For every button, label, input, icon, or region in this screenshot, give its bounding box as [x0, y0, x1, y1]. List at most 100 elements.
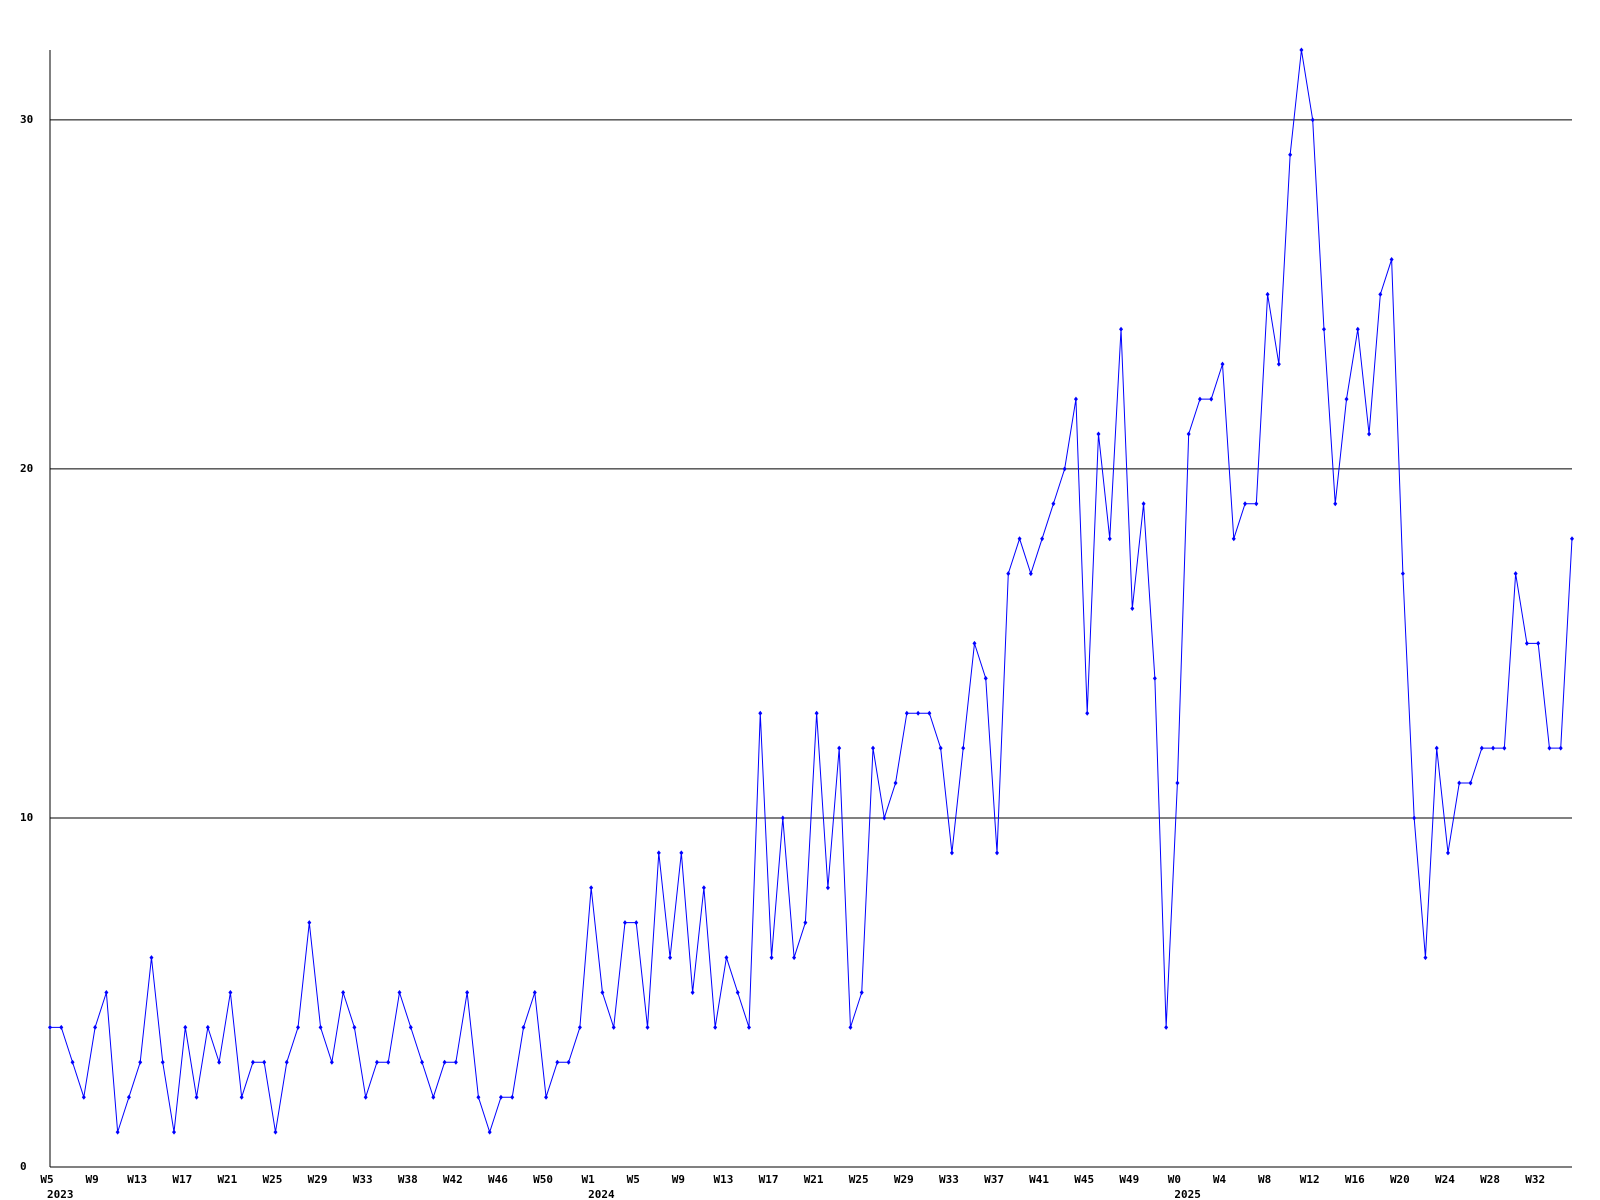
data-point [701, 885, 706, 891]
data-point [374, 1059, 379, 1065]
data-point [453, 1059, 458, 1065]
data-point [1547, 745, 1552, 751]
y-tick-label: 0 [20, 1160, 27, 1173]
x-tick-label: W5 [627, 1173, 640, 1186]
data-point [566, 1059, 571, 1065]
data-point [949, 850, 954, 856]
data-point [634, 920, 639, 926]
x-tick-label: W4 [1213, 1173, 1227, 1186]
x-year-label: 2025 [1174, 1188, 1201, 1200]
data-point [1175, 780, 1180, 786]
data-point [995, 850, 1000, 856]
data-point [138, 1059, 143, 1065]
data-point [1378, 291, 1383, 297]
data-point [172, 1129, 177, 1135]
data-point [329, 1059, 334, 1065]
data-point [81, 1094, 86, 1100]
data-point [341, 989, 346, 995]
data-point [1502, 745, 1507, 751]
data-point [183, 1024, 188, 1030]
data-point [1513, 571, 1518, 577]
data-point [1209, 396, 1214, 402]
data-point [363, 1094, 368, 1100]
x-tick-label: W21 [217, 1173, 237, 1186]
x-tick-label: W20 [1390, 1173, 1410, 1186]
data-point [814, 710, 819, 716]
data-point [1254, 501, 1259, 507]
data-point [408, 1024, 413, 1030]
data-point [352, 1024, 357, 1030]
data-point [622, 920, 627, 926]
data-point [859, 989, 864, 995]
x-tick-label: W9 [85, 1173, 98, 1186]
data-point [1028, 571, 1033, 577]
data-point [1062, 466, 1067, 472]
data-point [194, 1094, 199, 1100]
data-point [1367, 431, 1372, 437]
data-point [532, 989, 537, 995]
data-point [1276, 361, 1281, 367]
data-point [217, 1059, 222, 1065]
data-point [1130, 606, 1135, 611]
data-point [262, 1059, 267, 1065]
x-tick-label: W32 [1525, 1173, 1545, 1186]
data-point [48, 1024, 52, 1030]
data-point [848, 1024, 853, 1030]
data-point [916, 710, 921, 716]
data-point [465, 989, 470, 995]
data-point [645, 1024, 650, 1030]
x-tick-label: W46 [488, 1173, 508, 1186]
data-point [600, 989, 605, 995]
data-point [250, 1059, 255, 1065]
data-point [611, 1024, 616, 1030]
data-point [746, 1024, 751, 1030]
data-point [1570, 536, 1574, 542]
data-point [1119, 326, 1124, 332]
x-tick-label: W21 [804, 1173, 824, 1186]
data-point [1558, 745, 1563, 751]
data-point [690, 989, 695, 995]
x-tick-label: W25 [263, 1173, 283, 1186]
data-point [803, 920, 808, 926]
x-tick-label: W49 [1119, 1173, 1139, 1186]
data-point [115, 1129, 120, 1135]
data-point [1457, 780, 1462, 786]
data-point [1389, 256, 1394, 262]
x-tick-label: W5 [40, 1173, 53, 1186]
x-tick-label: W37 [984, 1173, 1004, 1186]
x-tick-label: W1 [582, 1173, 596, 1186]
x-tick-label: W9 [672, 1173, 685, 1186]
data-point [1479, 745, 1484, 751]
data-point [431, 1094, 436, 1100]
x-tick-label: W50 [533, 1173, 553, 1186]
x-tick-label: W33 [939, 1173, 959, 1186]
data-point [972, 640, 977, 646]
data-point [1243, 501, 1248, 507]
data-point [1468, 780, 1473, 786]
data-point [904, 710, 909, 716]
data-point [837, 745, 842, 751]
data-point [1164, 1024, 1169, 1030]
data-point [769, 955, 774, 961]
x-tick-label: W45 [1074, 1173, 1094, 1186]
data-point [1051, 501, 1056, 507]
data-point [1220, 361, 1225, 367]
data-point [476, 1094, 481, 1100]
data-point [1186, 431, 1191, 437]
data-point [228, 989, 233, 995]
data-point [397, 989, 402, 995]
data-point [1006, 571, 1011, 577]
data-point [792, 955, 797, 961]
data-point [713, 1024, 718, 1030]
x-tick-label: W17 [172, 1173, 192, 1186]
data-point [1288, 152, 1293, 158]
data-line [50, 49, 1573, 1134]
data-point [442, 1059, 447, 1065]
data-point [1231, 536, 1236, 542]
x-year-label: 2024 [588, 1188, 615, 1200]
data-point [1333, 501, 1338, 507]
data-point [284, 1059, 289, 1065]
x-tick-label: W16 [1345, 1173, 1365, 1186]
x-tick-label: W12 [1300, 1173, 1320, 1186]
